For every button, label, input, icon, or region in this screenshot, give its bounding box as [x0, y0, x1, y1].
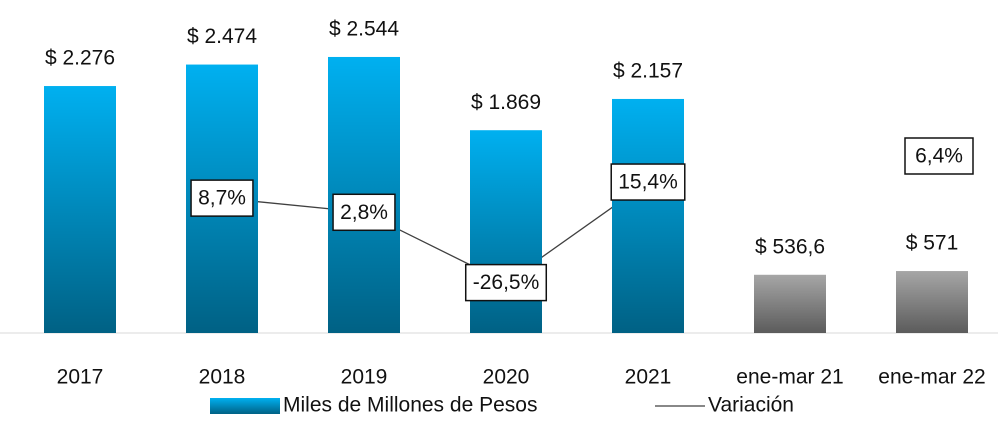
line-label-box: [610, 163, 686, 201]
legend-swatch-shade: [210, 398, 280, 414]
annotation: 6,4%: [915, 145, 963, 168]
x-tick-label: 2021: [625, 366, 672, 389]
value-label: $ 2.157: [613, 60, 683, 83]
bar-shade: [44, 86, 116, 333]
x-tick-label: 2019: [341, 366, 388, 389]
line-label: -26,5%: [464, 263, 548, 302]
line-label-box: [464, 263, 548, 302]
line-label: 15,4%: [610, 163, 686, 201]
bar-shade: [896, 271, 968, 333]
value-label: $ 2.544: [329, 18, 399, 41]
annotation-frame: [904, 137, 974, 175]
line-label-box: [332, 193, 396, 232]
legend-label: Variación: [708, 394, 794, 417]
line-label-box: [190, 179, 254, 217]
x-tick-label: ene-mar 21: [736, 366, 843, 389]
line-label-text: 15,4%: [618, 171, 678, 194]
x-tick-label: 2020: [483, 366, 530, 389]
value-label: $ 1.869: [471, 91, 541, 114]
annotation-box: 6,4%: [904, 137, 974, 175]
line-label: 8,7%: [190, 179, 254, 217]
value-label: $ 2.474: [187, 25, 257, 48]
value-label: $ 571: [906, 232, 959, 255]
bar-shade: [754, 274, 826, 333]
bar-shade: [612, 98, 684, 333]
line: [221, 181, 649, 284]
line-label: 2,8%: [332, 193, 396, 232]
value-label: $ 2.276: [45, 47, 115, 70]
line-label-text: 8,7%: [198, 187, 246, 210]
line-label-text: -26,5%: [473, 271, 540, 294]
line-label-text: 2,8%: [340, 201, 388, 224]
x-tick-label: 2018: [199, 366, 246, 389]
x-tick-label: ene-mar 22: [878, 366, 985, 389]
bar-shade: [470, 130, 542, 333]
x-tick-label: 2017: [57, 366, 104, 389]
legend-label: Miles de Millones de Pesos: [283, 394, 537, 417]
value-label: $ 536,6: [755, 235, 825, 258]
